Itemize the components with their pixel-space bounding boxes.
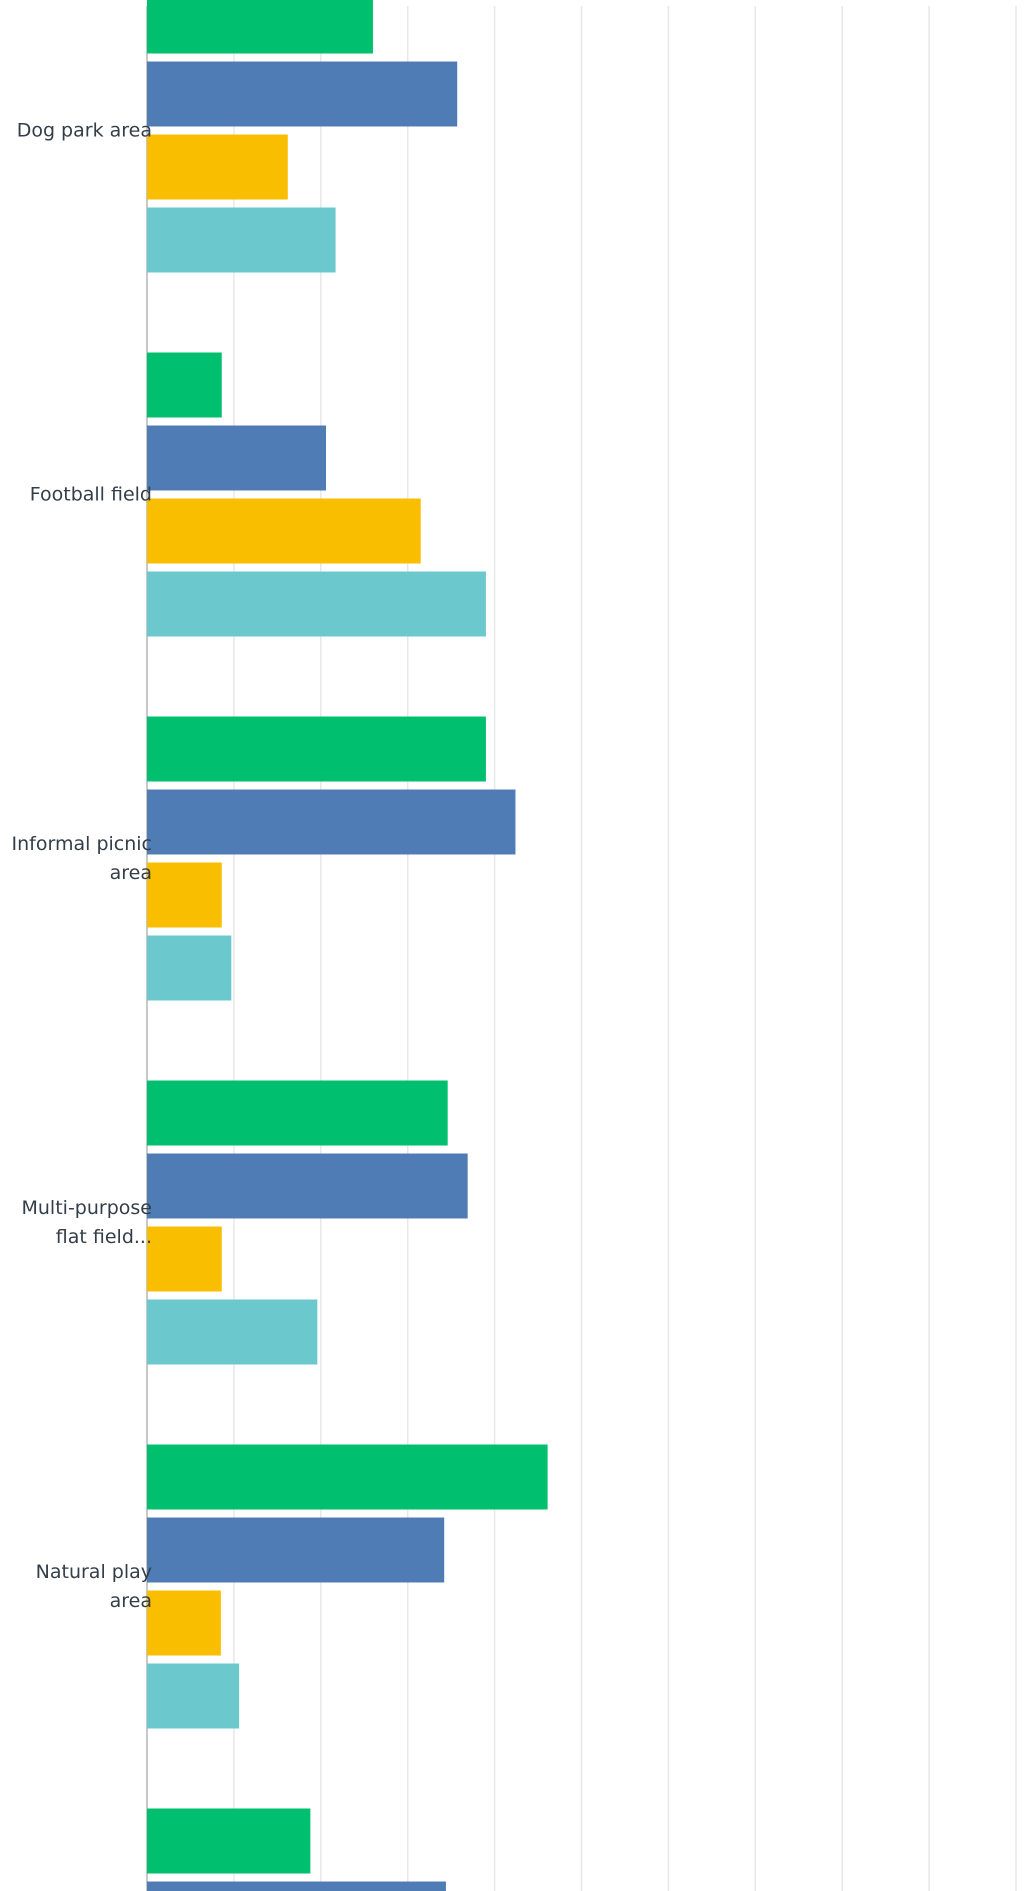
bar — [147, 1153, 468, 1219]
bar — [147, 61, 458, 127]
bar — [147, 1808, 311, 1874]
category-label: Natural play area — [35, 1560, 152, 1612]
bar — [147, 352, 222, 418]
bar — [147, 1517, 445, 1583]
category-label: Multi-purpose flat field... — [21, 1196, 153, 1248]
bar — [147, 1881, 446, 1891]
category-label: Dog park area — [16, 119, 152, 141]
bar — [147, 1590, 221, 1656]
bar — [147, 571, 486, 637]
bar — [147, 1444, 548, 1510]
bar — [147, 862, 222, 928]
bar — [147, 716, 486, 782]
bar — [147, 1663, 240, 1729]
bar — [147, 207, 336, 273]
bar — [147, 0, 373, 54]
bar — [147, 1226, 222, 1292]
bar — [147, 1299, 318, 1365]
bar — [147, 134, 288, 200]
category-label: Football field — [29, 483, 152, 505]
bar — [147, 498, 421, 564]
bar — [147, 425, 327, 491]
bar — [147, 789, 516, 855]
bar — [147, 935, 232, 1001]
category-label: Informal picnic area — [11, 832, 152, 884]
bar — [147, 1080, 448, 1146]
